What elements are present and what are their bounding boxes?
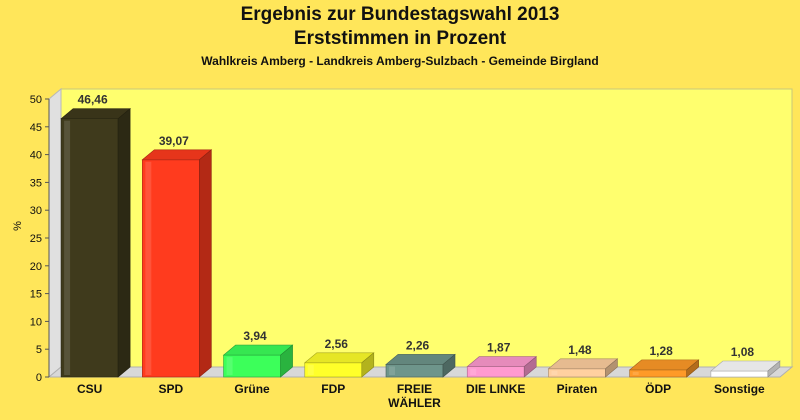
bar (547, 358, 619, 378)
data-label: 39,07 (159, 134, 189, 148)
y-tick-label: 45 (30, 122, 42, 134)
x-tick-label: Grüne (234, 382, 270, 396)
bar (710, 360, 781, 378)
y-tick-label: 50 (30, 94, 42, 106)
x-tick-label: ÖDP (645, 381, 671, 396)
x-tick-label: Sonstige (714, 382, 765, 396)
data-label: 2,26 (406, 338, 430, 352)
y-tick-label: 10 (30, 316, 42, 328)
y-axis: 0 5 10 15 20 25 30 35 40 45 50 (30, 94, 50, 384)
y-tick-label: 35 (30, 177, 42, 189)
data-label: 46,46 (78, 93, 108, 107)
bar (141, 149, 213, 378)
bar (222, 344, 294, 378)
bar (466, 355, 538, 378)
data-label: 3,94 (243, 329, 267, 343)
chart-title-line-2: Erststimmen in Prozent (293, 28, 507, 49)
x-tick-label: FDP (321, 382, 345, 396)
data-label: 1,08 (731, 345, 755, 359)
data-label: 2,56 (325, 337, 349, 351)
data-label: 1,87 (487, 341, 511, 355)
x-tick-label: Piraten (557, 382, 598, 396)
bars: 46,46 39,07 3,94 2,56 2,26 1,87 1,48 1,28 1,08 (60, 93, 781, 378)
y-axis-label: % (12, 221, 24, 231)
y-tick-label: 15 (30, 289, 42, 301)
x-tick-label: FREIE WÄHLER (388, 382, 441, 410)
x-tick-label: CSU (77, 382, 102, 396)
x-axis-labels: CSU SPD Grüne FDP FREIE WÄHLER DIE LINKE Pirate… (77, 381, 765, 410)
y-tick-label: 20 (30, 261, 42, 273)
chart-title: Ergebnis zur Bundestagswahl 2013 (240, 4, 560, 25)
data-label: 1,48 (568, 343, 592, 357)
chart-subtitle: Wahlkreis Amberg - Landkreis Amberg-Sulz… (201, 54, 599, 68)
y-tick-label: 5 (36, 344, 42, 356)
bar (60, 108, 131, 378)
y-tick-label: 40 (30, 150, 42, 162)
y-tick-label: 0 (36, 372, 42, 384)
bar (303, 352, 375, 378)
data-label: 1,28 (649, 344, 673, 358)
side-wall (48, 87, 62, 379)
y-tick-label: 25 (30, 233, 42, 245)
bar (628, 359, 700, 378)
bar (385, 353, 456, 378)
x-tick-label: SPD (158, 382, 183, 396)
y-tick-label: 30 (30, 205, 42, 217)
x-tick-label: DIE LINKE (466, 382, 525, 396)
